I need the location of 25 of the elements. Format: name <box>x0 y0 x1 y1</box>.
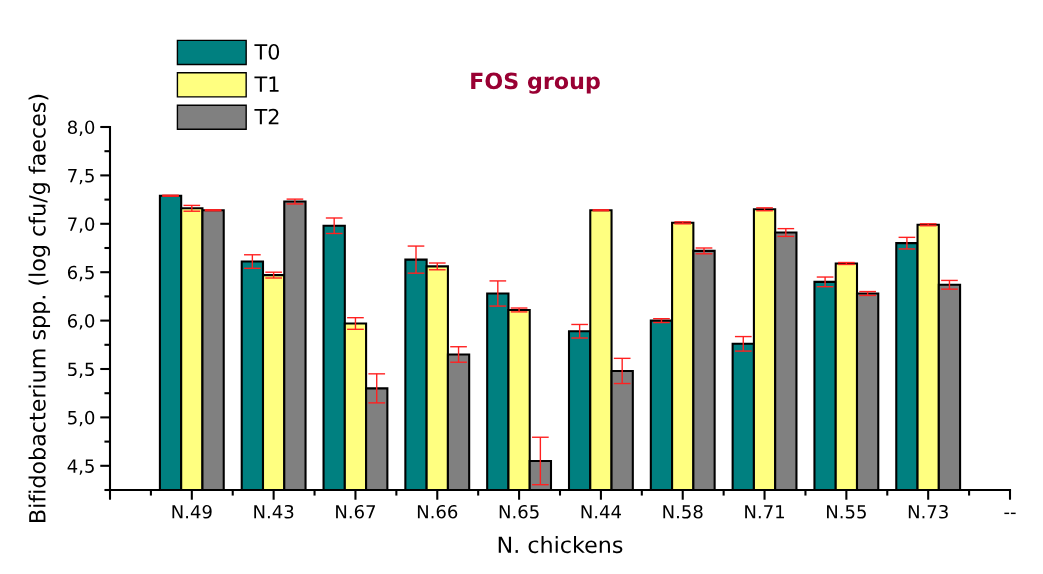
x-tick-label: N.44 <box>581 505 622 519</box>
y-tick-label: 5,0 <box>68 410 95 427</box>
x-tick-label: N.65 <box>499 504 539 519</box>
x-tick-label: N.58 <box>663 504 703 519</box>
x-tick-label: N.55 <box>827 505 866 519</box>
legend-label: T0 <box>254 43 280 60</box>
x-axis-title: N. chickens <box>498 535 623 554</box>
chart-title: FOS group <box>471 72 600 94</box>
y-tick-label: 6,0 <box>67 314 95 330</box>
y-tick-label: 5,5 <box>68 362 94 378</box>
y-tick-label: 7,5 <box>68 169 94 185</box>
legend-label: T2 <box>254 108 279 125</box>
x-tick-label: N.73 <box>908 504 948 519</box>
x-tick-label: N.71 <box>745 505 784 519</box>
x-tick-label: N.67 <box>336 504 376 519</box>
legend-label: T1 <box>254 76 279 92</box>
y-tick-label: 8,0 <box>67 120 95 136</box>
x-tick-label: N.49 <box>172 504 212 519</box>
x-tick-label: N.43 <box>254 504 294 519</box>
y-axis-title: Bifidobacterium spp. (log cfu/g faeces) <box>28 94 51 522</box>
y-tick-label: 4,5 <box>67 459 94 475</box>
x-tick-label: N.66 <box>417 504 458 519</box>
x-tick-label: -- <box>1004 512 1016 515</box>
y-tick-label: 6,5 <box>67 265 94 282</box>
y-tick-label: 7,0 <box>68 217 95 233</box>
